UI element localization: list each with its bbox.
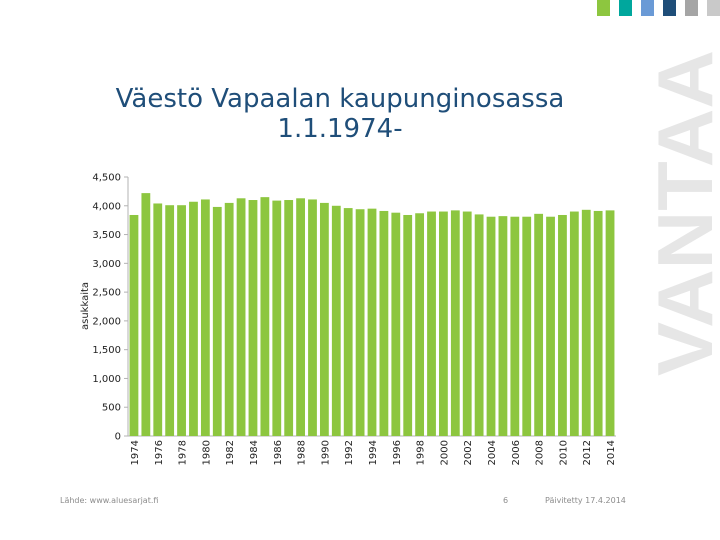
- bar-1996: [391, 212, 401, 436]
- bar-2012: [581, 209, 591, 436]
- bar-1974: [129, 214, 139, 436]
- x-tick-label: 2006: [511, 440, 522, 465]
- bar-1991: [331, 205, 341, 436]
- source-note: Lähde: www.aluesarjat.fi: [60, 496, 159, 505]
- bar-1995: [379, 210, 389, 436]
- y-tick-label: 1,000: [92, 374, 121, 385]
- y-tick-label: 3,000: [92, 259, 121, 270]
- bar-1982: [224, 202, 234, 436]
- x-tick-label: 2008: [535, 440, 546, 465]
- bar-2007: [522, 216, 532, 436]
- color-swatch: [641, 0, 654, 16]
- color-strip: [588, 0, 720, 16]
- x-tick-label: 1998: [416, 440, 427, 465]
- bar-2008: [534, 213, 544, 436]
- x-tick-label: 1980: [201, 440, 212, 465]
- color-swatch: [685, 0, 698, 16]
- bar-2002: [462, 211, 472, 436]
- bar-1989: [308, 199, 317, 436]
- bar-1981: [212, 206, 222, 436]
- bar-1980: [200, 199, 210, 436]
- bar-1993: [355, 209, 365, 436]
- bar-2000: [439, 211, 448, 436]
- y-tick-label: 500: [102, 403, 121, 414]
- bar-1992: [343, 208, 353, 436]
- bar-1990: [319, 202, 329, 436]
- x-tick-label: 1984: [249, 440, 260, 465]
- x-tick-label: 1990: [320, 440, 331, 465]
- bar-1985: [260, 197, 270, 436]
- x-tick-label: 2004: [487, 440, 498, 465]
- bar-1978: [177, 205, 186, 436]
- bar-1977: [165, 205, 175, 436]
- bar-2010: [558, 214, 567, 436]
- x-tick-label: 2000: [439, 440, 450, 465]
- y-tick-label: 2,000: [92, 316, 121, 327]
- slide-title: Väestö Vapaalan kaupunginosassa 1.1.1974…: [70, 84, 610, 144]
- color-swatch: [619, 0, 632, 16]
- bar-2013: [593, 210, 603, 436]
- bar-1999: [427, 211, 436, 436]
- y-tick-label: 0: [115, 432, 121, 443]
- bar-1987: [284, 200, 294, 436]
- title-line-2: 1.1.1974-: [277, 114, 403, 144]
- bar-1983: [236, 198, 246, 436]
- bar-2004: [486, 216, 496, 436]
- bar-2006: [510, 216, 520, 436]
- population-bar-chart: 0 500 1,000 1,500 2,000 2,500 3,000 3,500 4,000 4…: [80, 173, 617, 466]
- y-tick-label: 4,000: [92, 201, 121, 212]
- vantaa-wordmark: VANTAA: [650, 50, 720, 376]
- x-tick-label: 2012: [582, 440, 593, 465]
- bar-1984: [248, 200, 258, 436]
- y-tick-label: 4,500: [92, 173, 121, 184]
- bar-1988: [296, 198, 305, 436]
- bar-2011: [569, 211, 579, 436]
- x-tick-label: 2002: [463, 440, 474, 465]
- bar-1994: [367, 208, 377, 436]
- x-tick-label: 1976: [154, 440, 165, 465]
- x-tick-label: 1988: [297, 440, 308, 465]
- y-tick-label: 3,500: [92, 230, 121, 241]
- color-swatch: [707, 0, 720, 16]
- bar-2005: [498, 216, 508, 436]
- x-tick-label: 1982: [225, 440, 236, 465]
- bar-1975: [141, 193, 151, 436]
- x-tick-label: 1978: [178, 440, 189, 465]
- x-tick-label: 1996: [392, 440, 403, 465]
- bar-1998: [415, 213, 425, 436]
- bar-2001: [450, 210, 460, 436]
- bar-2014: [605, 210, 615, 436]
- x-tick-label: 2010: [558, 440, 569, 465]
- x-tick-label: 1974: [130, 440, 141, 465]
- page-number: 6: [503, 496, 509, 505]
- bar-1976: [153, 203, 163, 436]
- y-tick-label: 1,500: [92, 345, 121, 356]
- x-tick-label: 2014: [606, 440, 617, 465]
- bar-1979: [189, 201, 198, 436]
- bar-2009: [546, 216, 555, 436]
- bar-1997: [403, 214, 413, 436]
- title-line-1: Väestö Vapaalan kaupunginosassa: [115, 84, 565, 114]
- x-tick-label: 1992: [344, 440, 355, 465]
- vantaa-logo: VANTAA: [650, 50, 720, 376]
- x-tick-label: 1986: [273, 440, 284, 465]
- bar-1986: [272, 200, 282, 436]
- x-tick-label: 1994: [368, 440, 379, 465]
- color-swatch: [663, 0, 676, 16]
- updated-date: Päivitetty 17.4.2014: [545, 496, 626, 505]
- y-tick-label: 2,500: [92, 288, 121, 299]
- y-axis-title: asukkaita: [80, 282, 91, 330]
- bar-2003: [474, 214, 484, 436]
- color-swatch: [597, 0, 610, 16]
